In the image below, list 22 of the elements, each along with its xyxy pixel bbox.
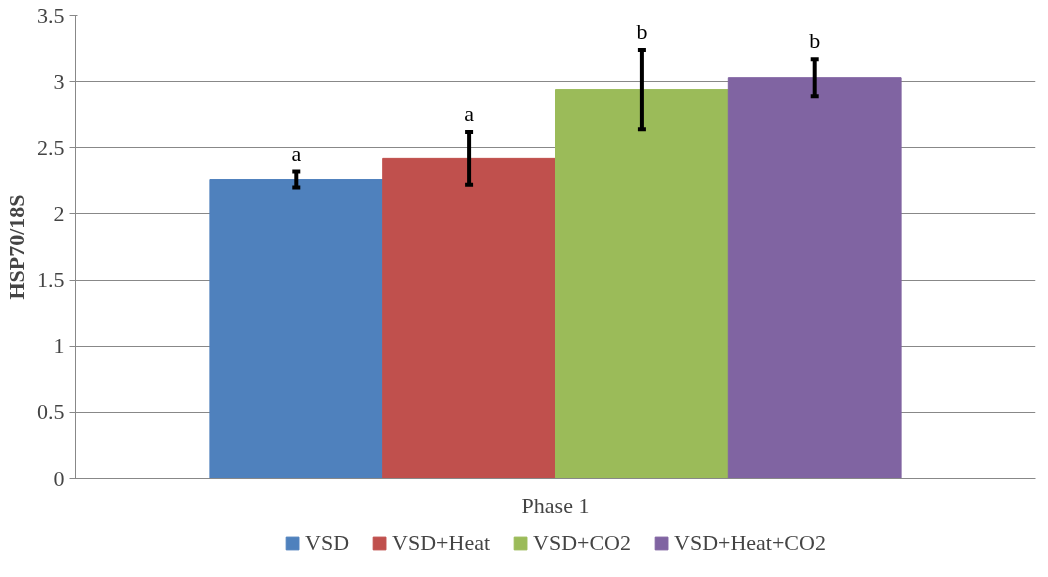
bar [555,89,729,479]
y-tick-label: 1.5 [37,267,65,293]
bar [209,179,384,479]
y-tick-label: 1 [53,333,65,359]
legend-label: VSD [305,529,350,556]
y-tick-label: 3 [53,68,65,94]
y-tick-label: 2 [53,200,65,226]
x-tick-label: Phase 1 [521,492,590,518]
y-tick-label: 3.5 [37,2,65,28]
data-label: a [464,100,475,126]
bar [382,157,556,479]
y-tick-label: 0 [53,465,65,491]
y-axis-title: HSP70/18S [4,194,29,300]
legend-label: VSD+Heat+CO2 [674,529,826,556]
data-label: b [809,28,821,54]
y-tick-label: 0.5 [37,399,65,425]
y-tick-label: 2.5 [37,134,65,160]
data-label: b [636,18,648,44]
bar [727,77,902,479]
data-label: a [291,140,302,166]
legend-label: VSD+Heat [392,529,491,556]
legend-label: VSD+CO2 [533,529,632,556]
